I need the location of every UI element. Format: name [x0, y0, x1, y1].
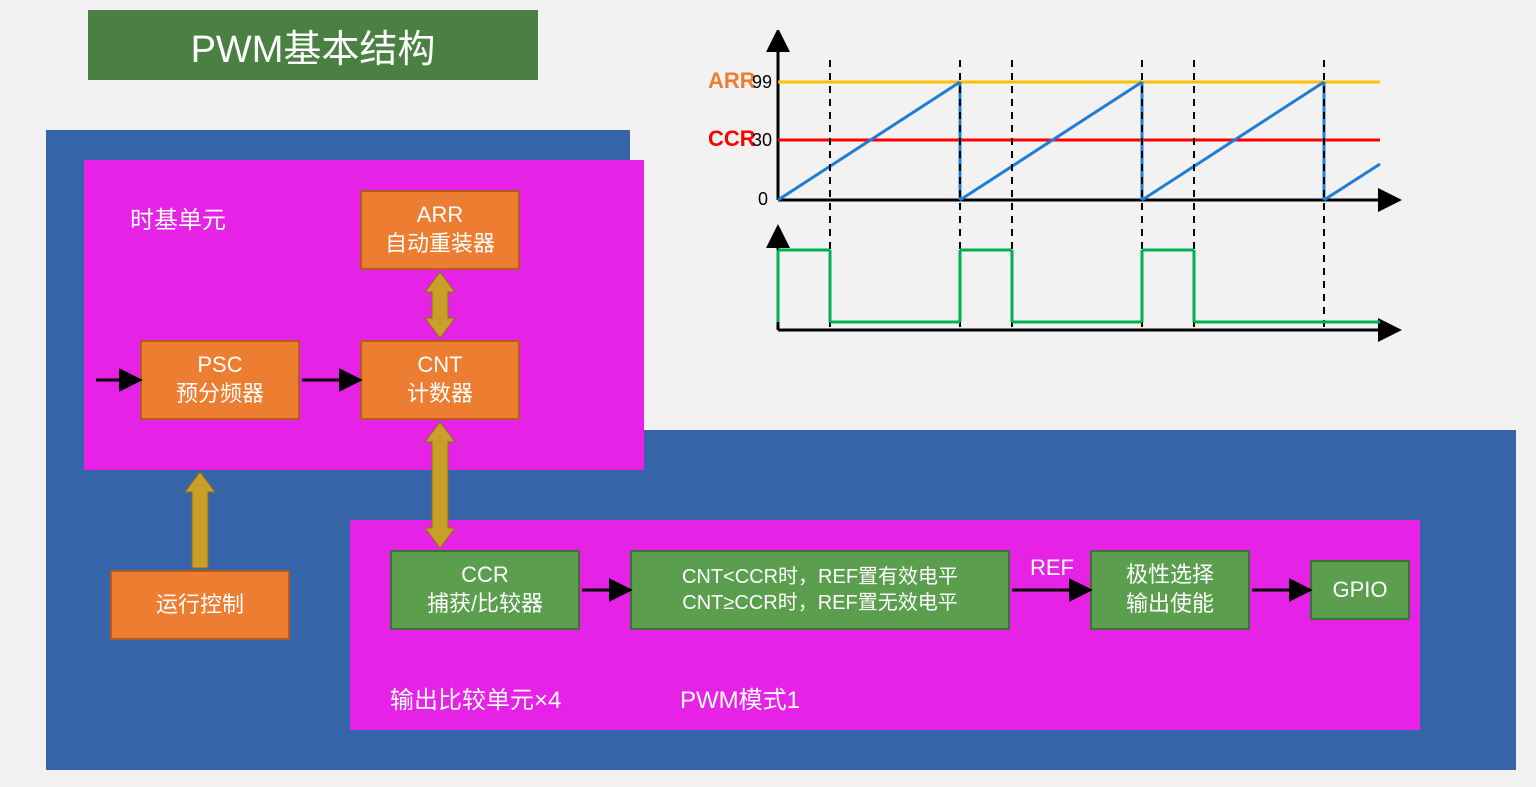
ccr-line2: 捕获/比较器 [427, 590, 543, 619]
logic-line1: CNT<CCR时，REF置有效电平 [682, 564, 958, 590]
logic-line2: CNT≥CCR时，REF置无效电平 [682, 590, 957, 616]
psc-box: PSC 预分频器 [140, 340, 300, 420]
mode-label: PWM模式1 [680, 680, 800, 715]
cnt-box: CNT 计数器 [360, 340, 520, 420]
title-text: PWM基本结构 [191, 18, 436, 73]
title-box: PWM基本结构 [88, 10, 538, 80]
svg-text:0: 0 [758, 189, 768, 209]
svg-text:30: 30 [752, 130, 772, 150]
gpio-box: GPIO [1310, 560, 1410, 620]
ccr-box: CCR 捕获/比较器 [390, 550, 580, 630]
arr-line1: ARR [417, 201, 463, 230]
ccr-line1: CCR [461, 561, 509, 590]
psc-line1: PSC [197, 351, 242, 380]
chart-panel-overlay: ARR 99 CCR 30 0 [630, 0, 1536, 430]
svg-text:99: 99 [752, 72, 772, 92]
oc-label: 输出比较单元×4 [390, 680, 561, 715]
run-ctrl-box: 运行控制 [110, 570, 290, 640]
cnt-line2: 计数器 [407, 380, 473, 409]
svg-text:CCR: CCR [708, 126, 756, 151]
ref-label: REF [1030, 555, 1074, 581]
pol-line1: 极性选择 [1126, 561, 1214, 590]
timebase-label: 时基单元 [130, 200, 226, 235]
gpio-text: GPIO [1332, 576, 1387, 605]
run-ctrl-text: 运行控制 [156, 591, 244, 620]
cnt-line1: CNT [417, 351, 462, 380]
pol-line2: 输出使能 [1126, 590, 1214, 619]
svg-text:ARR: ARR [708, 68, 756, 93]
polarity-box: 极性选择 输出使能 [1090, 550, 1250, 630]
arr-box: ARR 自动重装器 [360, 190, 520, 270]
logic-box: CNT<CCR时，REF置有效电平 CNT≥CCR时，REF置无效电平 [630, 550, 1010, 630]
arr-line2: 自动重装器 [385, 230, 495, 259]
psc-line2: 预分频器 [176, 380, 264, 409]
